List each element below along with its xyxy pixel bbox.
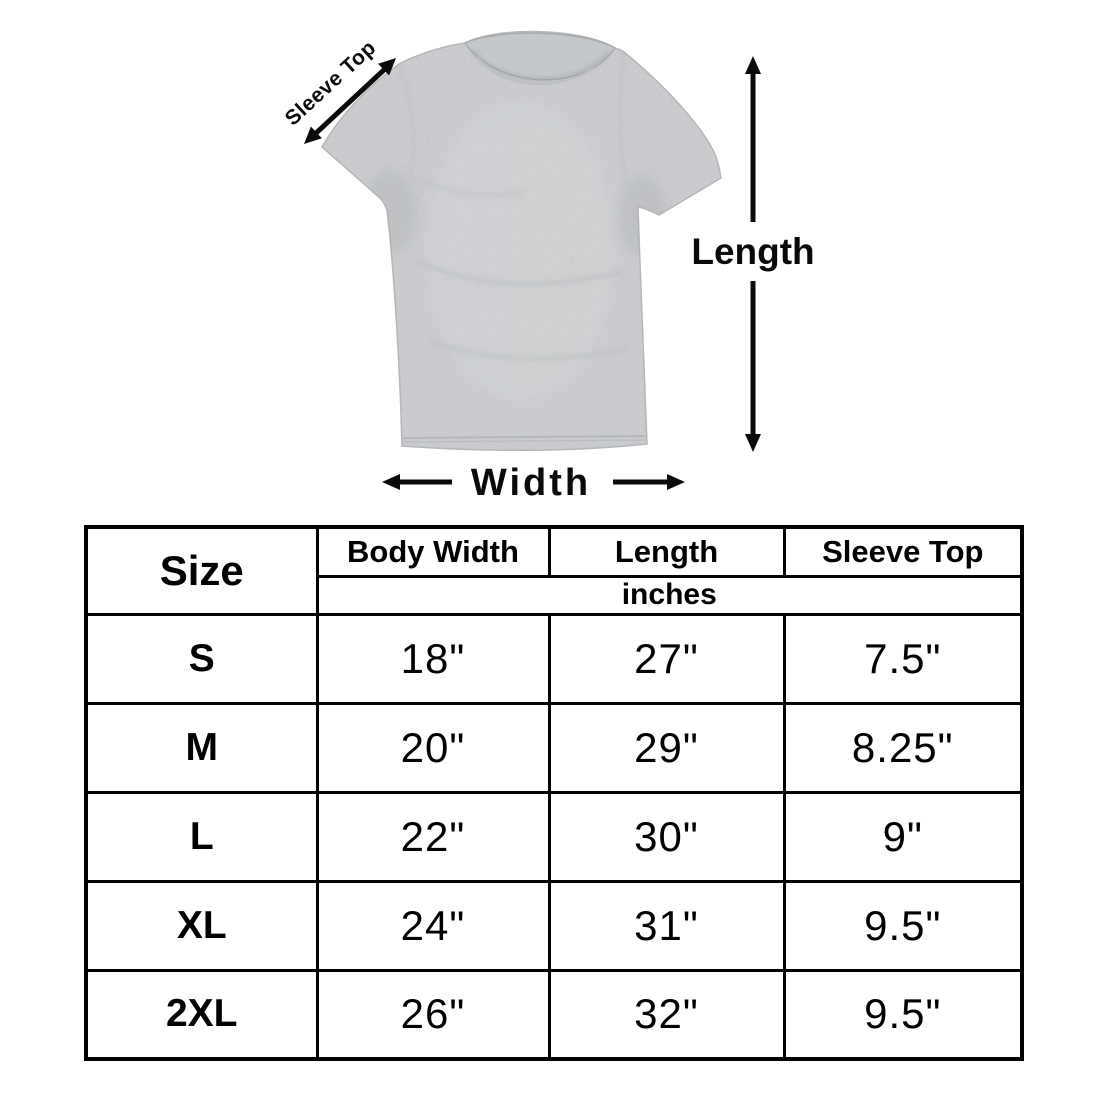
sleeve-top-arrowhead-up (378, 58, 396, 76)
size-column-header: Size (84, 525, 319, 616)
body-width-value: 24" (315, 879, 551, 972)
unit-header-row: inches (86, 574, 1024, 616)
width-arrowhead-left (382, 474, 400, 490)
tshirt-image (321, 30, 722, 451)
body-width-value: 26" (315, 968, 551, 1061)
unit-header: inches (315, 574, 1024, 616)
length-arrowhead-up (745, 56, 761, 74)
sleeve-top-column-header: Sleeve Top (782, 525, 1024, 578)
table-row-l: L 22" 30" 9" (84, 790, 1024, 883)
width-label: Width (471, 462, 591, 504)
table-row-2xl: 2XL 26" 32" 9.5" (84, 968, 1024, 1061)
length-arrowhead-down (745, 434, 761, 452)
sleeve-top-value: 8.25" (782, 701, 1024, 794)
sleeve-top-value: 9" (782, 790, 1024, 883)
length-value: 30" (547, 790, 786, 883)
size-label: XL (84, 879, 319, 972)
table-header-row: Size Body Width Length Sleeve Top (84, 525, 1024, 616)
size-chart-table: Size Body Width Length Sleeve Top inches… (84, 525, 1024, 1061)
width-arrowhead-right (667, 474, 685, 490)
body-width-value: 18" (315, 612, 551, 705)
sleeve-top-value: 9.5" (782, 968, 1024, 1061)
size-label: 2XL (84, 968, 319, 1061)
size-label: M (84, 701, 319, 794)
body-width-value: 20" (315, 701, 551, 794)
body-width-column-header: Body Width (315, 525, 551, 578)
tshirt-measurement-diagram: Sleeve Top Length Width (281, 30, 815, 504)
collar (463, 32, 617, 85)
length-value: 27" (547, 612, 786, 705)
sleeve-top-value: 7.5" (782, 612, 1024, 705)
length-value: 31" (547, 879, 786, 972)
table-row-s: S 18" 27" 7.5" (84, 612, 1024, 705)
length-annotation: Length (691, 56, 815, 452)
sleeve-top-value: 9.5" (782, 879, 1024, 972)
length-column-header: Length (547, 525, 786, 578)
length-value: 29" (547, 701, 786, 794)
body-width-value: 22" (315, 790, 551, 883)
sleeve-top-arrowhead-down (304, 126, 322, 144)
length-value: 32" (547, 968, 786, 1061)
size-label: S (84, 612, 319, 705)
size-label: L (84, 790, 319, 883)
table-row-m: M 20" 29" 8.25" (84, 701, 1024, 794)
sleeve-top-arrow (312, 66, 388, 137)
table-row-xl: XL 24" 31" 9.5" (84, 879, 1024, 972)
width-annotation: Width (382, 462, 685, 504)
length-label: Length (691, 231, 814, 272)
